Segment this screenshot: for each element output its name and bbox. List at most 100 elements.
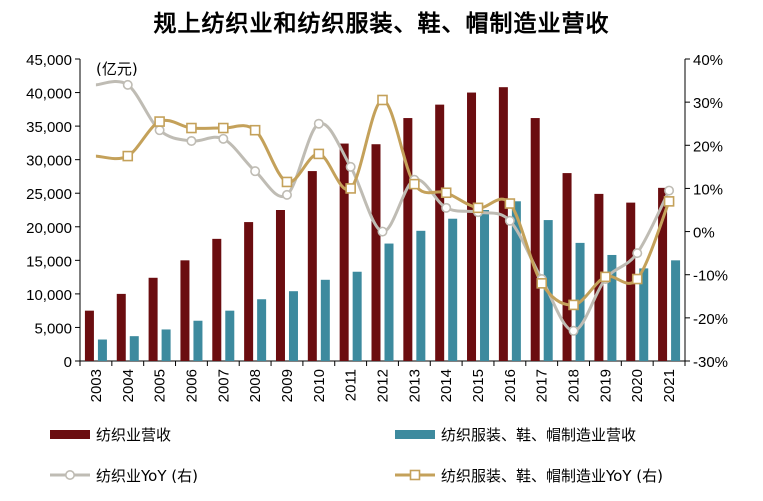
bar-textile (658, 187, 668, 361)
apparel-yoy-point (568, 299, 579, 311)
bar-apparel (352, 271, 362, 361)
apparel-yoy-point (217, 122, 229, 134)
bar-textile (435, 104, 445, 361)
bar-apparel (607, 254, 617, 361)
left-tick-label: 35,000 (26, 119, 72, 136)
apparel-yoy-point (345, 183, 356, 194)
left-tick-label: 45,000 (26, 52, 72, 69)
bar-textile (212, 238, 222, 361)
x-tick-label: 2015 (470, 369, 487, 402)
legend-swatch (395, 430, 435, 439)
legend-marker (409, 469, 421, 481)
x-tick-label: 2006 (183, 369, 200, 402)
bar-textile (148, 277, 158, 361)
apparel-yoy-point (377, 94, 388, 106)
bar-apparel (671, 260, 681, 361)
left-tick-label: 25,000 (26, 186, 72, 203)
textile-yoy-point (250, 166, 261, 177)
textile-yoy-point (632, 248, 643, 259)
textile-yoy-point (345, 161, 356, 172)
left-tick-label: 15,000 (26, 253, 72, 270)
apparel-yoy-point (504, 198, 516, 209)
x-tick-label: 2003 (88, 369, 105, 402)
apparel-yoy-point (122, 150, 134, 162)
textile-yoy-point (122, 79, 133, 90)
right-tick-label: -30% (693, 354, 728, 371)
textile-yoy-point (154, 125, 165, 136)
bar-apparel (288, 291, 298, 361)
legend-label: 纺织业YoY (右) (96, 467, 198, 485)
right-tick-label: 40% (693, 52, 723, 69)
apparel-yoy-point (409, 178, 420, 190)
x-tick-label: 2011 (343, 369, 360, 401)
x-tick-label: 2010 (311, 369, 328, 402)
x-tick-label: 2005 (152, 369, 169, 402)
bar-textile (562, 173, 572, 361)
chart-title: 规上纺织业和纺织服装、鞋、帽制造业营收 (153, 11, 610, 37)
legend-label: 纺织业营收 (96, 426, 171, 444)
bar-textile (594, 193, 604, 361)
x-tick-label: 2017 (534, 369, 551, 402)
right-tick-label: 20% (693, 138, 723, 155)
apparel-yoy-point (281, 176, 293, 188)
bar-textile (84, 310, 94, 361)
x-tick-label: 2009 (279, 369, 296, 402)
left-tick-label: 40,000 (26, 86, 72, 103)
textile-yoy-point (377, 226, 388, 237)
textile-yoy-point (218, 133, 229, 144)
right-tick-label: 0% (693, 225, 715, 242)
textile-yoy-point (281, 189, 292, 200)
right-tick-label: 30% (693, 95, 723, 112)
x-tick-label: 2013 (406, 369, 423, 402)
bar-apparel (225, 310, 235, 361)
textile-yoy-point (568, 325, 579, 336)
textile-yoy-point (504, 215, 515, 226)
legend-swatch (50, 430, 90, 439)
x-tick-label: 2012 (375, 369, 392, 402)
left-tick-label: 0 (64, 354, 72, 371)
textile-yoy-point (441, 202, 452, 213)
bar-apparel (639, 268, 649, 361)
x-tick-label: 2008 (247, 369, 264, 402)
x-tick-label: 2016 (502, 369, 519, 402)
bar-textile (116, 293, 126, 361)
right-tick-label: -20% (693, 311, 728, 328)
left-tick-label: 20,000 (26, 220, 72, 237)
apparel-yoy-point (472, 202, 484, 214)
apparel-yoy-point (600, 271, 611, 283)
bar-textile (180, 260, 190, 361)
bar-textile (371, 144, 381, 361)
x-tick-label: 2004 (120, 369, 137, 402)
right-tick-label: -10% (693, 268, 728, 285)
bar-apparel (97, 339, 107, 361)
x-tick-label: 2021 (661, 369, 678, 402)
bar-textile (307, 171, 317, 361)
apparel-yoy-point (440, 187, 452, 199)
bar-apparel (416, 230, 426, 361)
textile-yoy-point (313, 118, 324, 129)
x-tick-label: 2018 (566, 369, 583, 402)
bar-textile (498, 87, 508, 361)
x-tick-label: 2014 (438, 369, 455, 402)
bar-apparel (384, 243, 394, 361)
left-tick-label: 5,000 (34, 320, 72, 337)
x-tick-label: 2019 (597, 369, 614, 402)
plot-area: 0 5,000 10,000 15,000 20,000 25,000 30,000 35,0… (26, 52, 728, 402)
bar-apparel (193, 320, 203, 361)
x-tick-label: 2007 (215, 369, 232, 402)
left-tick-label: 10,000 (26, 287, 72, 304)
legend-label: 纺织服装、鞋、帽制造业YoY (右) (441, 467, 663, 485)
legend-marker (65, 469, 76, 480)
bar-textile (339, 143, 349, 361)
legend-label: 纺织服装、鞋、帽制造业营收 (441, 426, 636, 444)
bar-apparel (480, 210, 490, 361)
apparel-yoy-point (186, 122, 197, 134)
bar-apparel (320, 279, 330, 361)
bar-apparel (257, 299, 267, 361)
apparel-yoy-point (536, 278, 548, 289)
textile-yoy-point (186, 135, 197, 146)
bar-textile (467, 92, 477, 362)
apparel-yoy-point (313, 148, 325, 160)
